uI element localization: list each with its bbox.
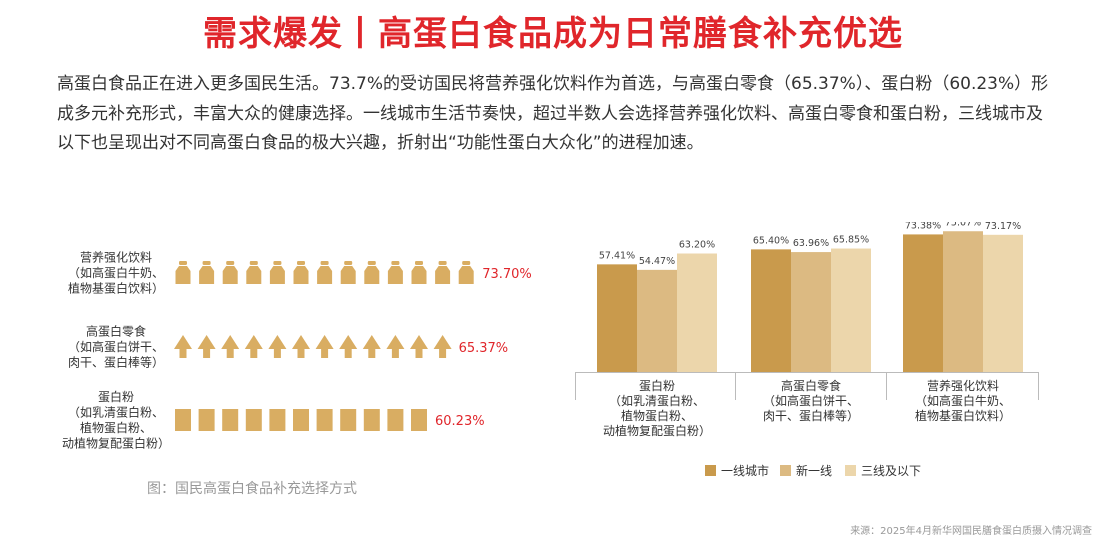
arrow-up-icon	[315, 335, 334, 358]
bar	[791, 252, 831, 372]
legend-item: 新一线	[780, 463, 832, 478]
row-label-line: （如高蛋白饼干、	[68, 339, 164, 354]
arrow-up-icon	[268, 335, 287, 358]
category-label: 蛋白粉	[639, 378, 675, 393]
data-label: 65.40%	[753, 235, 789, 246]
city-tier-bar-chart: 57.41% 54.47% 63.20% 蛋白粉（如乳清蛋白粉、植物蛋白粉、动植物复配…	[575, 222, 1039, 478]
bottle-icon	[269, 261, 285, 284]
row-label-line: （如乳清蛋白粉、	[68, 404, 164, 419]
category-label: 营养强化饮料	[927, 378, 999, 393]
bottle-icon	[199, 261, 215, 284]
bottle-icon	[364, 261, 380, 284]
square-block-icon	[293, 409, 309, 431]
bottle-icon	[293, 261, 309, 284]
bar	[637, 269, 677, 372]
row-percent: 60.23%	[435, 414, 485, 429]
category-label: 肉干、蛋白棒等）	[763, 408, 859, 423]
arrow-up-icon	[197, 335, 216, 358]
chart-caption: 图：国民高蛋白食品补充选择方式	[147, 481, 357, 497]
arrow-up-icon	[362, 335, 381, 358]
data-label: 54.47%	[639, 256, 675, 267]
bar	[597, 264, 637, 372]
bar	[983, 234, 1023, 372]
bottle-icon	[222, 261, 238, 284]
legend-item: 一线城市	[705, 463, 769, 478]
arrow-up-icon	[410, 335, 428, 358]
legend-label: 新一线	[796, 463, 832, 478]
bottle-icon	[435, 261, 451, 284]
arrow-up-icon	[292, 335, 310, 358]
arrow-up-icon	[339, 335, 358, 358]
bottle-icon	[175, 261, 191, 284]
legend-item: 三线及以下	[845, 464, 921, 478]
legend-label: 三线及以下	[861, 464, 921, 478]
data-label: 75.07%	[945, 222, 981, 228]
data-label: 73.38%	[905, 222, 941, 231]
bottle-icon	[458, 261, 474, 284]
bar	[903, 234, 943, 372]
category-label: 植物基蛋白饮料）	[915, 408, 1011, 423]
category-label: （如乳清蛋白粉、	[609, 393, 705, 408]
bar	[943, 231, 983, 372]
bottle-icon	[340, 261, 356, 284]
square-block-icon	[269, 409, 286, 431]
arrow-up-icon	[244, 335, 263, 358]
bar	[751, 249, 791, 372]
icon-chart: 营养强化饮料（如高蛋白牛奶、植物基蛋白饮料） 73.70% 高蛋白零食（如高蛋白饼干…	[62, 250, 532, 451]
arrow-up-icon	[386, 335, 405, 358]
row-label-line: 肉干、蛋白棒等）	[68, 355, 164, 370]
intro-paragraph: 高蛋白食品正在进入更多国民生活。73.7%的受访国民将营养强化饮料作为首选，与高…	[57, 74, 1049, 153]
legend-swatch	[780, 465, 791, 476]
bottle-icon	[317, 261, 333, 284]
bottle-icon	[246, 261, 262, 284]
square-block-icon	[245, 409, 262, 431]
row-label-line: 营养强化饮料	[80, 250, 152, 265]
row-label-line: 蛋白粉	[98, 389, 134, 404]
row-label-line: 高蛋白零食	[86, 324, 146, 339]
data-label: 57.41%	[599, 250, 635, 261]
bottle-icon	[411, 261, 427, 284]
square-block-icon	[387, 409, 404, 431]
row-label-line: 植物基蛋白饮料）	[68, 281, 164, 296]
square-block-icon	[411, 409, 427, 431]
category-label: 植物蛋白粉、	[621, 408, 693, 423]
legend-swatch	[845, 465, 856, 476]
data-label: 63.20%	[679, 240, 715, 251]
bar	[831, 248, 871, 372]
category-label: 动植物复配蛋白粉）	[603, 423, 711, 438]
row-label-line: （如高蛋白牛奶、	[68, 265, 164, 280]
legend-swatch	[705, 465, 716, 476]
square-block-icon	[340, 409, 357, 431]
row-label-line: 动植物复配蛋白粉）	[62, 435, 170, 450]
square-block-icon	[175, 409, 191, 431]
legend-label: 一线城市	[721, 463, 769, 478]
square-block-icon	[222, 409, 239, 431]
page-title: 需求爆发丨高蛋白食品成为日常膳食补充优选	[203, 14, 903, 54]
category-label: （如高蛋白饼干、	[763, 393, 859, 408]
bar	[677, 253, 717, 372]
square-block-icon	[363, 409, 380, 431]
arrow-up-icon	[221, 335, 240, 358]
arrow-up-icon	[433, 335, 452, 358]
row-percent: 73.70%	[482, 267, 532, 282]
source-note: 来源：2025年4月新华网国民膳食蛋白质摄入情况调查	[850, 526, 1092, 537]
row-label-line: 植物蛋白粉、	[80, 420, 152, 435]
bottle-icon	[387, 261, 403, 284]
square-block-icon	[316, 409, 333, 431]
category-label: （如高蛋白牛奶、	[915, 393, 1011, 408]
data-label: 63.96%	[793, 238, 829, 249]
data-label: 73.17%	[985, 222, 1021, 232]
row-percent: 65.37%	[459, 341, 509, 356]
category-label: 高蛋白零食	[781, 378, 841, 393]
square-block-icon	[198, 409, 215, 431]
data-label: 65.85%	[833, 235, 869, 246]
arrow-up-icon	[174, 335, 192, 358]
